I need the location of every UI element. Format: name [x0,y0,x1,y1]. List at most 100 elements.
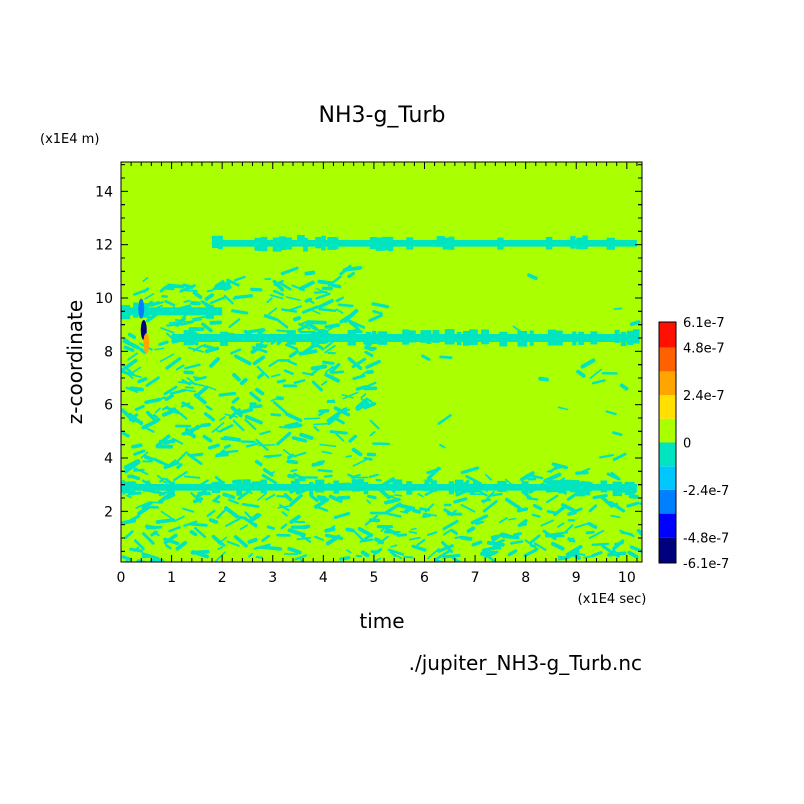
turbulence-streak [223,435,241,442]
turbulence-streak [144,426,155,433]
turbulence-streak [214,475,225,485]
turbulence-streak [510,540,524,545]
turbulence-streak [224,413,239,418]
turbulence-streak [290,468,298,473]
turbulence-streak [175,540,188,551]
turbulence-streak [266,525,275,530]
turbulence-streak [270,398,277,402]
turbulence-streak [181,378,191,386]
contour-band-edge [551,480,561,493]
turbulence-streak [567,537,576,543]
turbulence-streak [363,402,377,410]
turbulence-streak [223,285,232,291]
turbulence-streak [317,298,334,310]
turbulence-streak [591,542,610,546]
turbulence-streak [568,507,583,516]
turbulence-streak [450,529,458,535]
x-tick-label: 5 [369,570,378,586]
turbulence-streak [335,297,342,302]
turbulence-streak [233,535,248,548]
turbulence-streak [142,287,150,293]
turbulence-streak [206,509,216,517]
turbulence-streak [437,544,454,553]
contour-band-edge [375,237,385,251]
turbulence-streak [333,511,351,520]
turbulence-streak [396,503,416,511]
turbulence-streak [189,452,204,458]
turbulence-streak [155,434,171,448]
turbulence-streak [459,535,473,541]
turbulence-streak [373,547,383,556]
turbulence-streak [176,463,183,469]
turbulence-streak [253,543,271,550]
turbulence-streak [219,424,234,433]
plot-frame [120,161,643,563]
turbulence-streak [135,502,148,509]
turbulence-streak [152,457,165,465]
turbulence-streak [348,319,366,329]
turbulence-streak [387,548,405,556]
contour-band-edge [278,236,286,251]
contour-band-edge [327,237,336,250]
turbulence-streak [276,379,286,384]
x-axis-ticks: 0 1 2 3 4 5 6 7 8 9 10 [117,162,638,586]
turbulence-streak [287,474,296,479]
turbulence-streak [202,344,215,350]
turbulence-streak [311,380,323,392]
turbulence-streak [523,548,538,558]
turbulence-streak [393,531,401,536]
turbulence-streak [439,355,453,360]
contour-band [121,307,223,316]
turbulence-streak [200,422,211,428]
turbulence-streak [224,506,240,519]
turbulence-streak [378,487,391,500]
turbulence-streak [600,495,614,508]
turbulence-streak [284,343,298,351]
colorbar-label: -6.1e-7 [683,557,729,572]
turbulence-streak [158,489,173,497]
colorbar-segment [659,418,676,443]
turbulence-streak [187,346,205,353]
turbulence-streak [255,387,265,396]
contour-band-edge [497,237,504,250]
turbulence-streak [609,500,626,513]
turbulence-streak [342,391,359,400]
turbulence-streak [389,551,403,560]
turbulence-streak [206,289,214,293]
colorbar-segment [659,371,676,396]
contour-band-edge [351,479,360,492]
turbulence-streak [248,553,254,558]
turbulence-streak [399,510,409,514]
turbulence-streak [598,453,614,459]
turbulence-streak [250,346,260,354]
turbulence-streak [227,498,240,505]
turbulence-streak [134,404,145,412]
turbulence-streak [289,493,303,507]
turbulence-streak [192,497,204,504]
turbulence-streak [284,421,299,428]
turbulence-streak [517,519,528,528]
contour-band-edge [614,329,620,343]
turbulence-streak [123,358,138,370]
contour-band-edge [590,331,598,345]
turbulence-streak [551,541,565,551]
turbulence-streak [231,309,249,315]
contour-band-edge [553,330,563,346]
plot-area [121,162,642,562]
turbulence-streak [299,432,314,440]
turbulence-streak [123,345,135,352]
turbulence-streak [507,517,517,521]
turbulence-streak [607,551,627,557]
turbulence-streak [628,494,639,499]
turbulence-streak [287,528,306,537]
turbulence-streak [352,458,368,467]
y-tick-label: 10 [95,291,113,307]
turbulence-streak [302,305,319,314]
turbulence-streak [455,489,468,497]
turbulence-streak [411,544,427,552]
turbulence-streak [261,473,278,485]
turbulence-streak [161,409,175,417]
turbulence-streak [164,394,174,402]
contour-band-edge [576,237,586,250]
turbulence-streak [165,544,172,550]
